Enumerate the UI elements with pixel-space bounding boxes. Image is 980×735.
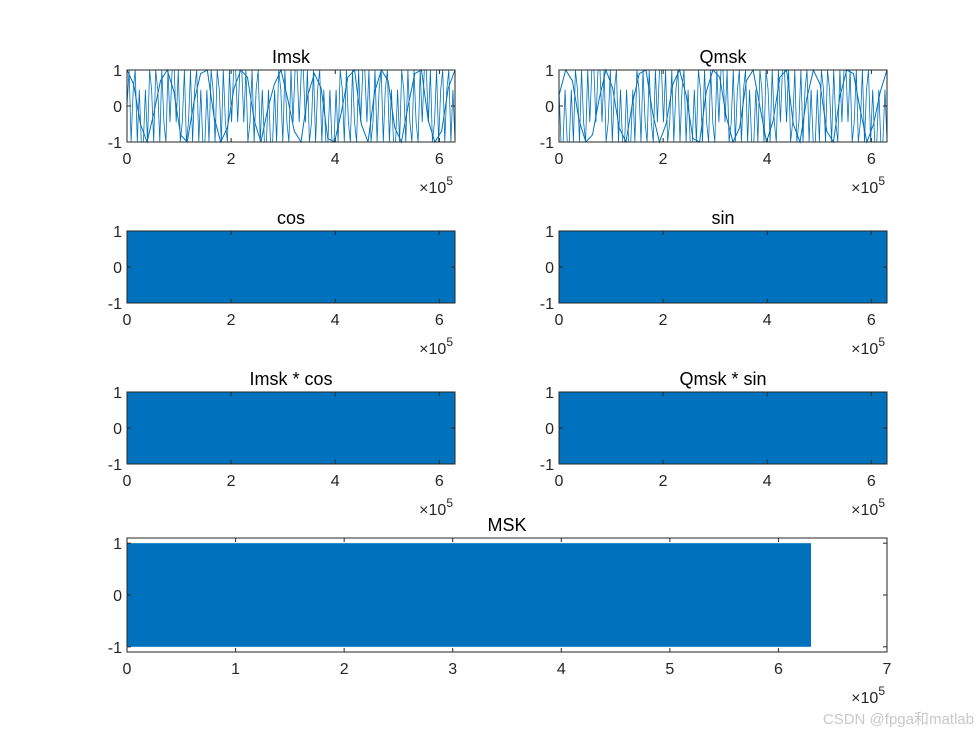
x-tick-label: 6 bbox=[867, 473, 876, 490]
y-tick-label: -1 bbox=[108, 457, 122, 474]
series-line-imsk bbox=[126, 68, 456, 144]
x-tick-label: 2 bbox=[340, 661, 349, 678]
x-exponent-label: ×105 bbox=[419, 496, 453, 519]
y-tick-label: -1 bbox=[108, 296, 122, 313]
y-tick-label: -1 bbox=[540, 135, 554, 152]
y-tick-label: 1 bbox=[545, 224, 554, 241]
subplot-title: Imsk * cos bbox=[249, 369, 332, 389]
x-exponent-label: ×105 bbox=[851, 174, 885, 197]
y-tick-label: 0 bbox=[545, 99, 554, 116]
x-tick-label: 4 bbox=[763, 151, 772, 168]
series-fill-qmsk_sin bbox=[559, 392, 887, 464]
watermark: CSDN @fpga和matlab bbox=[822, 711, 974, 728]
x-tick-label: 4 bbox=[557, 661, 566, 678]
x-exponent-label: ×105 bbox=[419, 174, 453, 197]
series-fill-msk bbox=[127, 543, 811, 647]
y-tick-label: 1 bbox=[545, 385, 554, 402]
subplot-title: Imsk bbox=[272, 47, 311, 67]
x-tick-label: 2 bbox=[659, 151, 668, 168]
x-tick-label: 4 bbox=[331, 312, 340, 329]
y-tick-label: 1 bbox=[113, 536, 122, 553]
x-tick-label: 4 bbox=[763, 473, 772, 490]
subplot-title: cos bbox=[277, 208, 305, 228]
x-tick-label: 6 bbox=[774, 661, 783, 678]
y-tick-label: 0 bbox=[113, 260, 122, 277]
x-tick-label: 6 bbox=[435, 473, 444, 490]
x-tick-label: 6 bbox=[867, 312, 876, 329]
x-tick-label: 4 bbox=[331, 473, 340, 490]
y-tick-label: 1 bbox=[113, 385, 122, 402]
x-tick-label: 0 bbox=[555, 473, 564, 490]
y-tick-label: -1 bbox=[108, 640, 122, 657]
x-tick-label: 0 bbox=[123, 151, 132, 168]
subplot-title: Qmsk * sin bbox=[679, 369, 766, 389]
x-tick-label: 7 bbox=[883, 661, 892, 678]
subplot-title: MSK bbox=[487, 515, 526, 535]
y-tick-label: 0 bbox=[113, 99, 122, 116]
y-tick-label: 1 bbox=[113, 63, 122, 80]
x-tick-label: 0 bbox=[123, 661, 132, 678]
y-tick-label: -1 bbox=[540, 457, 554, 474]
x-exponent-label: ×105 bbox=[851, 335, 885, 358]
x-tick-label: 0 bbox=[555, 312, 564, 329]
series-fill-imsk_cos bbox=[127, 392, 455, 464]
x-tick-label: 3 bbox=[448, 661, 457, 678]
subplot-title: sin bbox=[711, 208, 734, 228]
y-tick-label: 0 bbox=[545, 260, 554, 277]
y-tick-label: 0 bbox=[113, 421, 122, 438]
x-exponent-label: ×105 bbox=[419, 335, 453, 358]
y-tick-label: 1 bbox=[113, 224, 122, 241]
x-exponent-label: ×105 bbox=[851, 496, 885, 519]
x-tick-label: 0 bbox=[555, 151, 564, 168]
x-tick-label: 1 bbox=[231, 661, 240, 678]
x-tick-label: 2 bbox=[227, 473, 236, 490]
x-tick-label: 2 bbox=[227, 312, 236, 329]
x-tick-label: 6 bbox=[435, 312, 444, 329]
x-tick-label: 4 bbox=[763, 312, 772, 329]
x-tick-label: 2 bbox=[659, 312, 668, 329]
series-fill-sin bbox=[559, 231, 887, 303]
y-tick-label: -1 bbox=[540, 296, 554, 313]
x-tick-label: 4 bbox=[331, 151, 340, 168]
x-tick-label: 0 bbox=[123, 473, 132, 490]
x-tick-label: 6 bbox=[435, 151, 444, 168]
x-tick-label: 5 bbox=[665, 661, 674, 678]
y-tick-label: 0 bbox=[545, 421, 554, 438]
subplot-title: Qmsk bbox=[700, 47, 748, 67]
x-exponent-label: ×105 bbox=[851, 684, 885, 707]
y-tick-label: -1 bbox=[108, 135, 122, 152]
y-tick-label: 0 bbox=[113, 588, 122, 605]
x-tick-label: 2 bbox=[659, 473, 668, 490]
series-fill-cos bbox=[127, 231, 455, 303]
series-line-qmsk bbox=[558, 68, 888, 144]
x-tick-label: 2 bbox=[227, 151, 236, 168]
y-tick-label: 1 bbox=[545, 63, 554, 80]
x-tick-label: 0 bbox=[123, 312, 132, 329]
x-tick-label: 6 bbox=[867, 151, 876, 168]
